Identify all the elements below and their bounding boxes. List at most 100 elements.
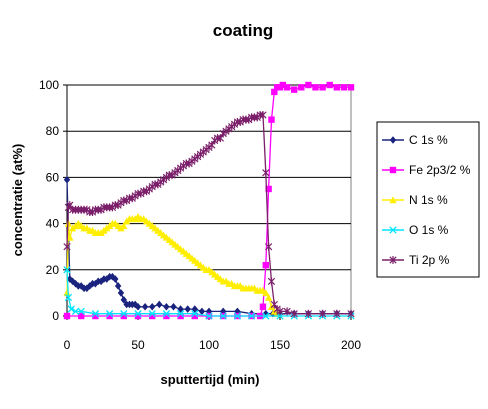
data-point xyxy=(120,310,128,318)
data-point xyxy=(347,84,355,91)
data-point xyxy=(64,293,73,302)
data-point xyxy=(259,303,267,310)
y-tick-label: 80 xyxy=(46,124,60,138)
y-tick-label: 40 xyxy=(46,217,60,231)
data-point xyxy=(312,84,319,91)
legend-marker xyxy=(389,166,397,174)
x-tick-label: 0 xyxy=(64,338,71,352)
data-point xyxy=(176,310,185,318)
data-point xyxy=(134,312,142,320)
data-point xyxy=(270,300,278,309)
legend-item: N 1s % xyxy=(382,193,448,207)
data-point xyxy=(262,312,270,320)
data-point xyxy=(205,307,213,316)
y-tick-label: 20 xyxy=(46,263,60,277)
data-point xyxy=(265,185,272,193)
data-point xyxy=(120,296,127,304)
data-point xyxy=(92,312,99,320)
data-point xyxy=(134,310,142,318)
data-point xyxy=(78,282,85,290)
data-point xyxy=(333,84,340,91)
data-point xyxy=(120,312,127,320)
data-point xyxy=(66,201,74,210)
data-point xyxy=(162,310,171,318)
data-point xyxy=(117,289,125,297)
legend-item: Ti 2p % xyxy=(382,253,450,267)
data-point xyxy=(72,279,79,288)
data-point xyxy=(91,310,100,318)
data-point xyxy=(78,312,85,320)
data-point xyxy=(262,261,269,269)
series-4 xyxy=(63,111,355,318)
data-point xyxy=(63,312,71,320)
legend: C 1s % Fe 2p3/2 % N 1s % O 1s % Ti 2p % xyxy=(376,121,480,278)
y-axis-title: concentratie (at%) xyxy=(10,144,25,257)
data-point xyxy=(304,309,313,318)
data-point xyxy=(291,86,298,93)
data-point xyxy=(290,309,298,318)
x-tick-label: 100 xyxy=(199,338,219,352)
legend-item: O 1s % xyxy=(382,223,449,237)
data-point xyxy=(205,312,213,320)
legend-item: C 1s % xyxy=(382,133,448,147)
legend-marker xyxy=(389,136,397,144)
data-point xyxy=(191,305,198,313)
data-point xyxy=(120,222,128,230)
data-point xyxy=(191,310,199,318)
data-point xyxy=(298,84,305,91)
data-point xyxy=(268,116,275,123)
y-tick-label: 60 xyxy=(46,170,60,184)
data-point xyxy=(340,84,348,91)
data-point xyxy=(279,81,287,89)
data-point xyxy=(163,312,170,320)
data-point xyxy=(262,289,270,297)
data-point xyxy=(347,309,355,318)
data-point xyxy=(77,307,85,316)
legend-label: Ti 2p % xyxy=(409,253,450,267)
data-point xyxy=(259,111,267,120)
series-layer xyxy=(63,81,355,320)
data-point xyxy=(131,300,139,309)
data-point xyxy=(333,309,341,318)
data-point xyxy=(177,305,184,313)
data-point xyxy=(262,168,270,177)
data-point xyxy=(198,307,206,316)
data-point xyxy=(305,81,312,89)
data-point xyxy=(141,302,149,311)
data-point xyxy=(219,312,227,320)
y-tick-label: 0 xyxy=(52,309,59,323)
data-point xyxy=(318,309,327,318)
data-point xyxy=(319,84,326,91)
data-point xyxy=(63,175,71,184)
legend-marker xyxy=(389,226,397,234)
legend-marker xyxy=(389,256,397,264)
x-axis-title: sputtertijd (min) xyxy=(161,372,260,387)
plot-area xyxy=(66,84,352,317)
data-point xyxy=(177,312,184,320)
legend-label: Fe 2p3/2 % xyxy=(409,163,471,177)
data-point xyxy=(66,233,74,241)
y-tick-labels: 0 20 40 60 80 100 xyxy=(39,78,59,323)
data-point xyxy=(105,310,114,318)
data-point xyxy=(267,277,276,286)
data-point xyxy=(149,312,156,320)
data-point xyxy=(92,279,99,288)
data-point xyxy=(265,242,273,251)
data-point xyxy=(148,310,156,318)
data-point xyxy=(170,302,177,311)
data-point xyxy=(276,307,284,316)
data-point xyxy=(326,81,333,89)
data-point xyxy=(216,134,224,143)
legend-label: O 1s % xyxy=(409,223,449,237)
data-point xyxy=(265,293,273,301)
data-point xyxy=(163,302,170,311)
data-point xyxy=(233,312,242,320)
data-point xyxy=(97,277,105,286)
data-point xyxy=(149,302,156,311)
data-point xyxy=(247,312,256,320)
data-point xyxy=(112,275,119,283)
y-tick-label: 100 xyxy=(39,78,59,92)
data-point xyxy=(134,302,142,311)
data-point xyxy=(283,307,291,316)
